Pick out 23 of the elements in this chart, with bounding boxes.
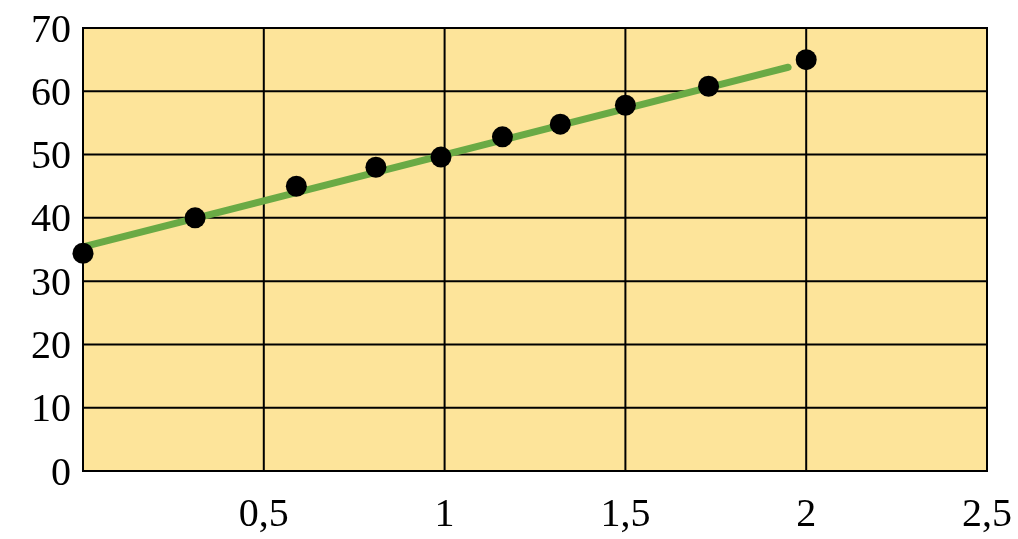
point [285,175,307,197]
x-tick-label: 1,5 [600,490,651,535]
point [491,126,513,148]
x-tick-label: 0,5 [238,490,289,535]
y-tick-label: 20 [31,321,71,367]
x-tick-label: 1 [434,490,455,535]
y-tick-label: 60 [31,68,71,114]
y-tick-label: 50 [31,132,71,178]
point [184,207,206,229]
x-tick-label: 2,5 [962,490,1012,535]
y-tick-label: 70 [31,5,71,51]
point [698,75,720,97]
point [72,242,94,264]
point [365,156,387,178]
point [614,94,636,116]
point [549,113,571,135]
y-tick-label: 0 [51,448,71,494]
point [795,49,817,71]
point [430,146,452,168]
y-tick-label: 30 [31,258,71,304]
x-tick-label: 2 [796,490,817,535]
y-tick-label: 40 [31,195,71,241]
y-tick-label: 10 [31,385,71,431]
